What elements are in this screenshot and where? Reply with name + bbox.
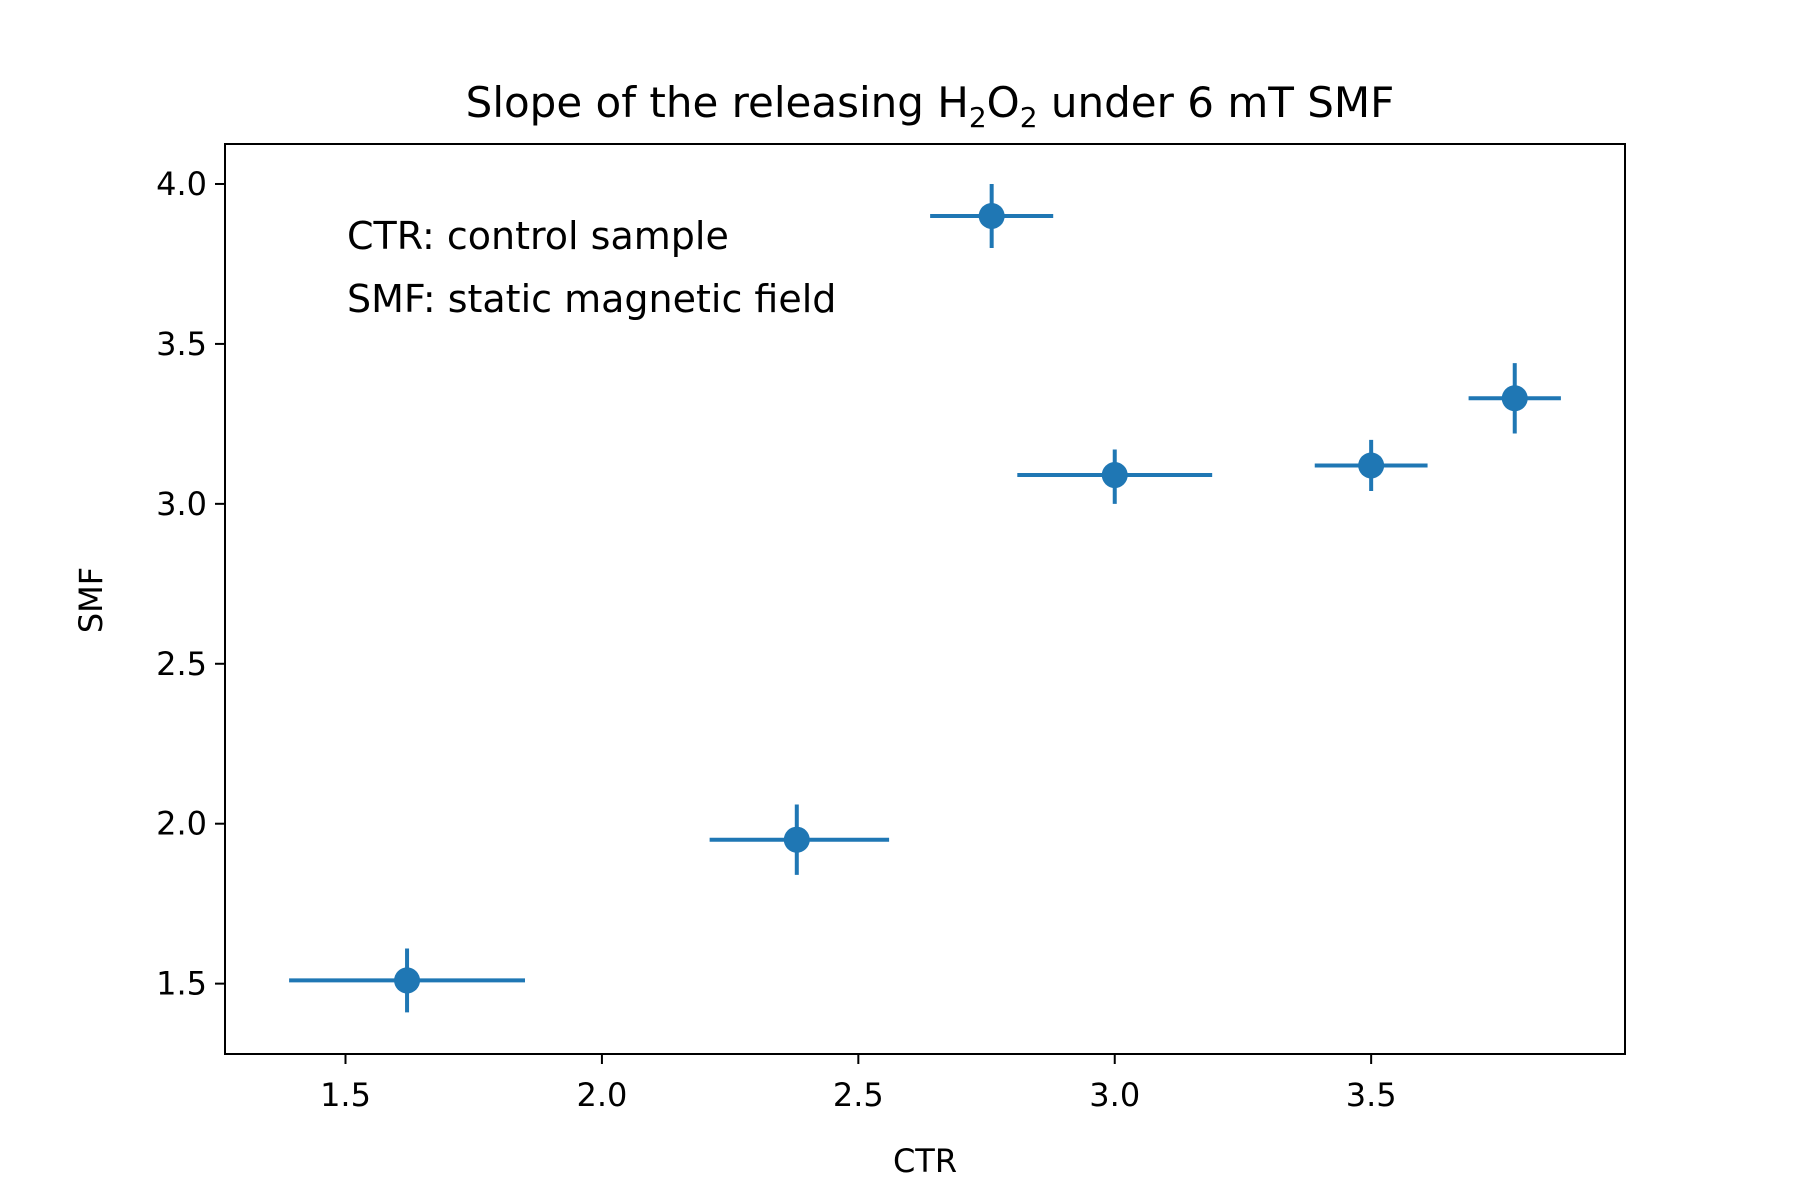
x-tick-label: 3.0 <box>1089 1076 1140 1114</box>
y-tick-label: 3.0 <box>156 485 207 523</box>
data-marker <box>1501 385 1528 412</box>
x-tick-label: 3.5 <box>1346 1076 1397 1114</box>
annotation-ctr: CTR: control sample <box>347 214 729 258</box>
y-tick-label: 2.5 <box>156 645 207 683</box>
chart-title: Slope of the releasing H2O2 under 6 mT S… <box>466 78 1395 134</box>
x-tick-label: 2.5 <box>833 1076 884 1114</box>
data-marks <box>289 183 1561 1013</box>
annotation-smf: SMF: static magnetic field <box>347 277 836 321</box>
data-marker <box>783 826 810 853</box>
y-tick-label: 4.0 <box>156 165 207 203</box>
data-point-5 <box>1314 439 1428 492</box>
plot-frame <box>224 143 1626 1055</box>
axis-ticks: 1.5 2.0 2.5 3.0 3.5 1.5 2.0 2.5 3.0 3.5 4.0 <box>156 165 1396 1114</box>
data-point-1 <box>289 948 525 1013</box>
data-marker <box>1358 452 1385 479</box>
y-tick-label: 1.5 <box>156 965 207 1003</box>
data-point-6 <box>1468 363 1561 434</box>
data-point-4 <box>1017 449 1213 504</box>
data-point-3 <box>930 183 1054 248</box>
x-tick-label: 2.0 <box>576 1076 627 1114</box>
x-axis-label: CTR <box>893 1142 957 1180</box>
y-tick-label: 2.0 <box>156 805 207 843</box>
data-marker <box>1101 462 1128 489</box>
data-marker <box>978 202 1005 229</box>
data-marker <box>394 967 421 994</box>
data-point-2 <box>709 804 890 875</box>
y-tick-label: 3.5 <box>156 325 207 363</box>
x-tick-label: 1.5 <box>320 1076 371 1114</box>
y-axis-label: SMF <box>72 567 110 633</box>
